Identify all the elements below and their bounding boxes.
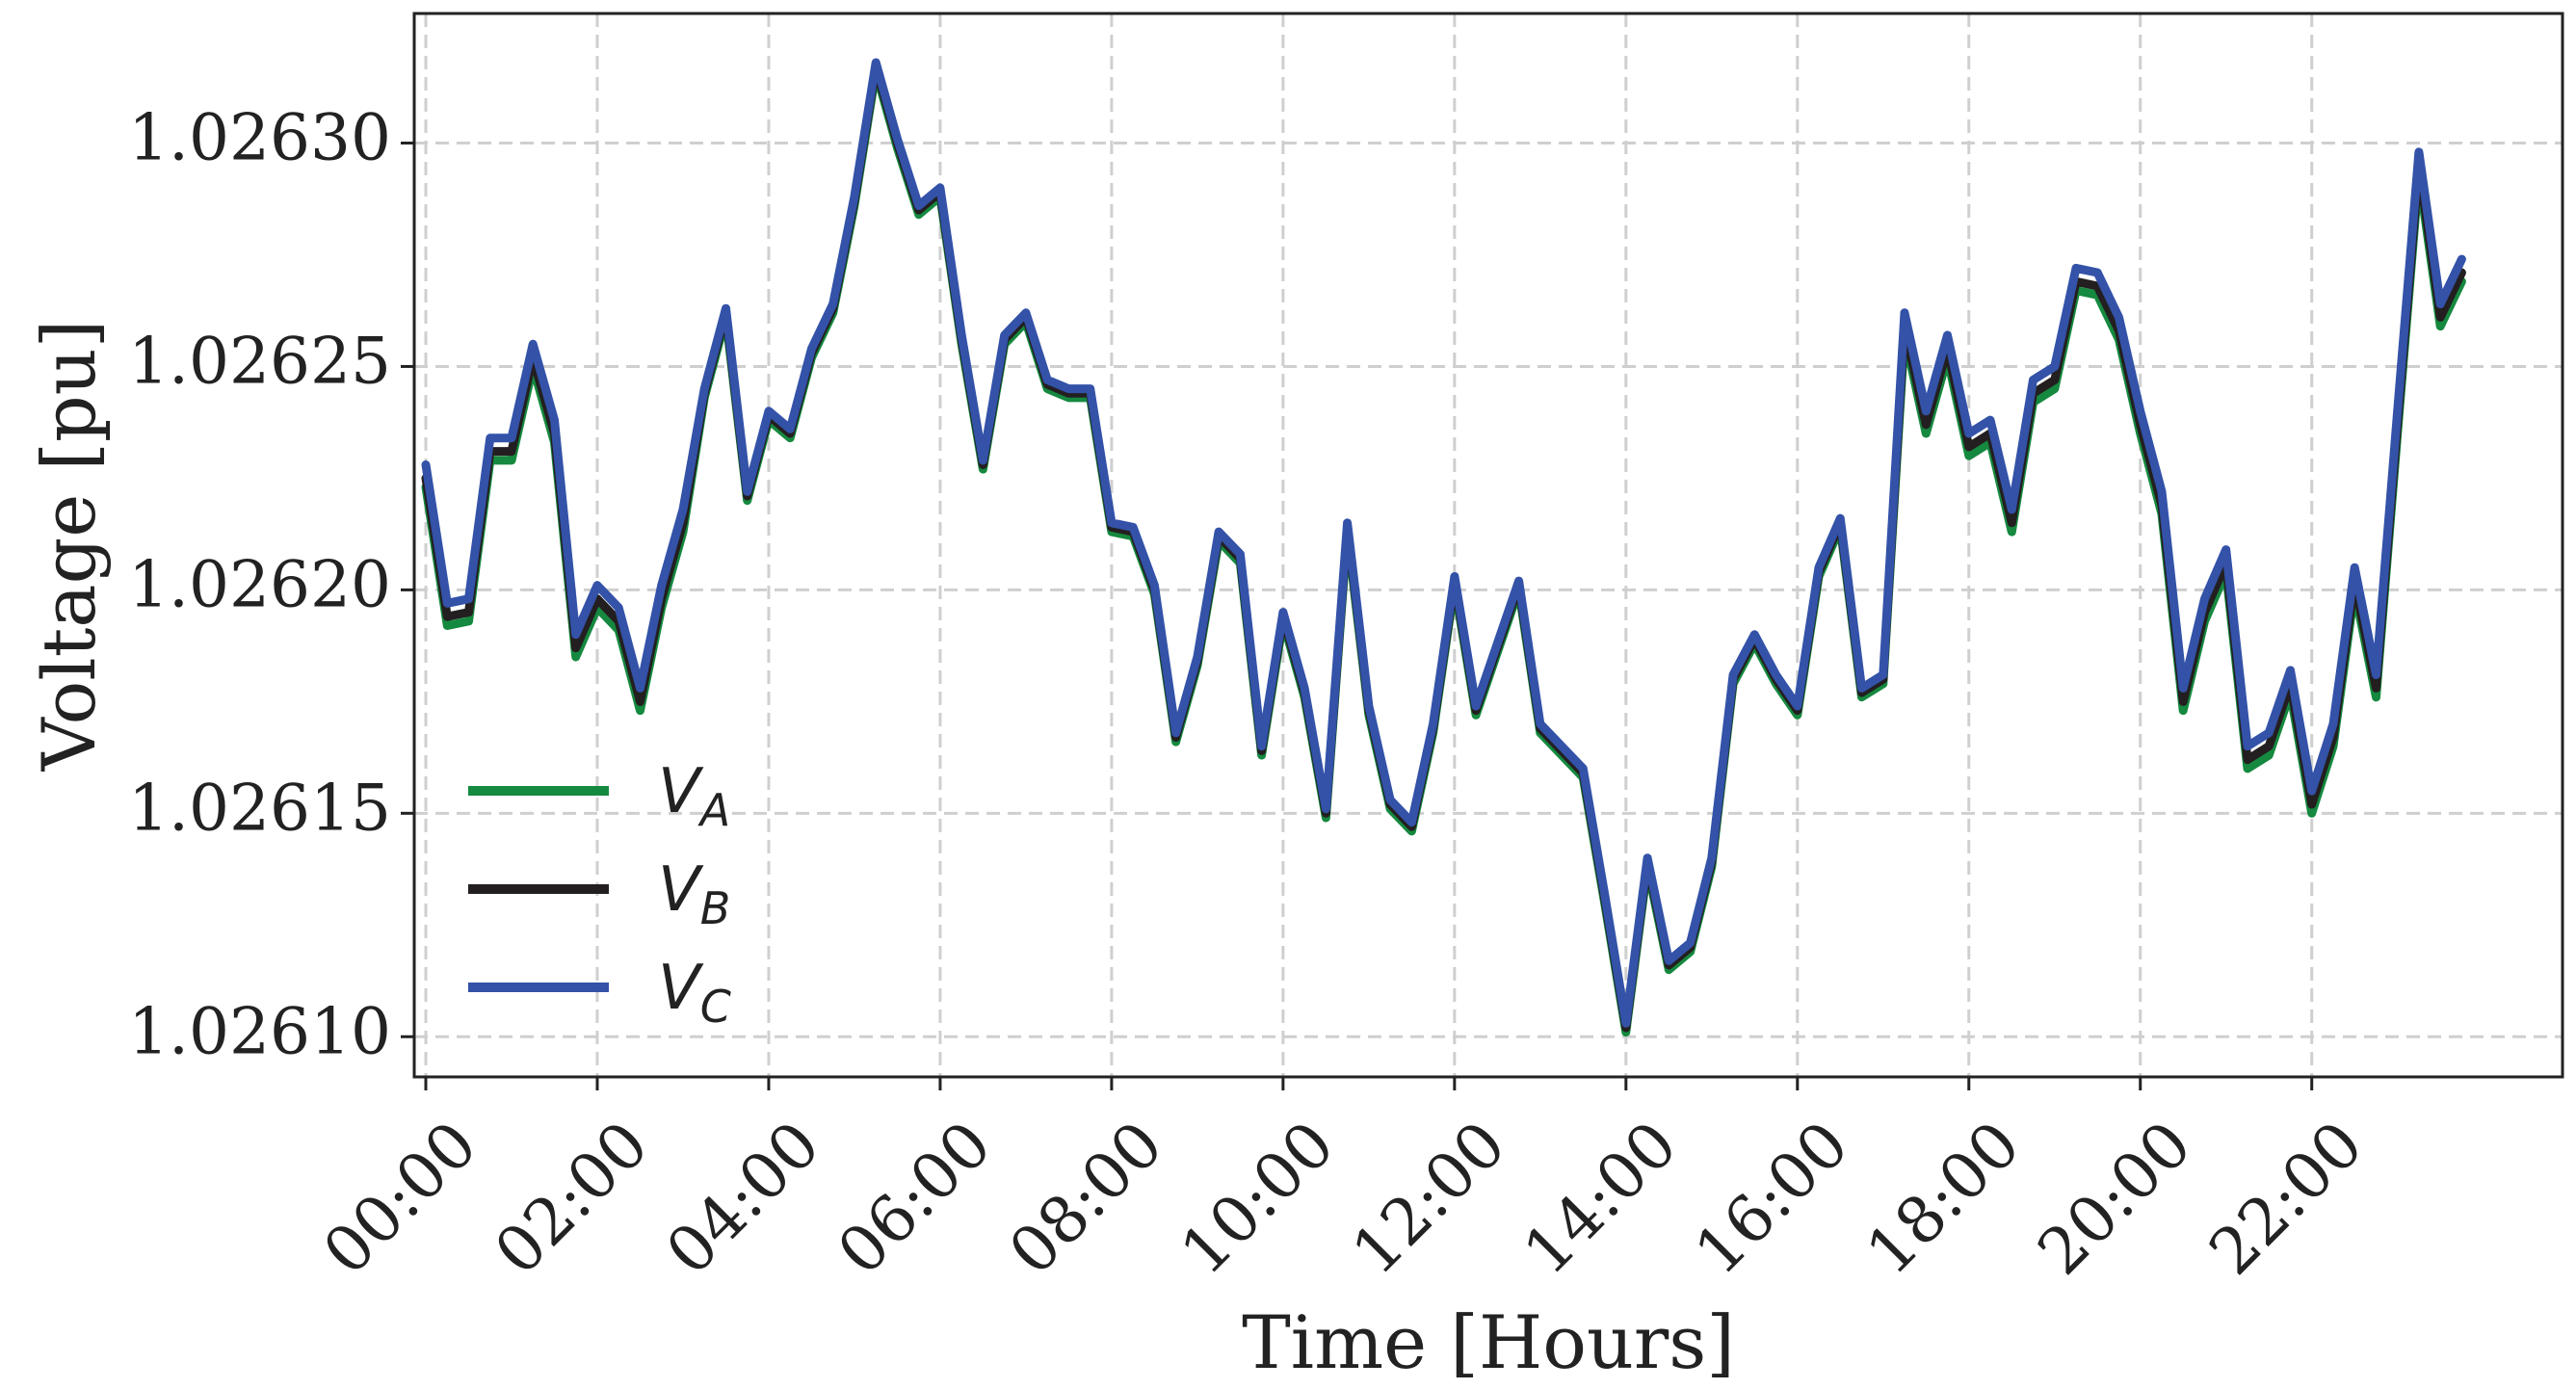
x-tick-label: 16:00: [1681, 1107, 1863, 1289]
y-axis-label: Voltage [pu]: [26, 320, 112, 773]
plot-frame: [412, 12, 2564, 1079]
legend-label: VC: [658, 953, 731, 1033]
x-tick-label: 22:00: [2195, 1107, 2378, 1289]
x-tick-label: 10:00: [1167, 1107, 1349, 1289]
series-line: [421, 66, 2466, 1037]
x-tick-label: 18:00: [1853, 1107, 2035, 1289]
y-tick-label: 1.02610: [128, 994, 391, 1068]
x-tick-label: 04:00: [652, 1107, 834, 1289]
x-axis-label: Time [Hours]: [1242, 1299, 1735, 1385]
x-tick-label: 12:00: [1338, 1107, 1520, 1289]
y-tick-label: 1.02615: [128, 771, 391, 845]
y-tick-label: 1.02630: [128, 101, 391, 175]
x-tick-label: 02:00: [481, 1107, 663, 1289]
series-line: [421, 63, 2466, 1033]
x-tick-label: 08:00: [995, 1107, 1177, 1289]
legend-label: VA: [658, 756, 730, 836]
x-tick-label: 20:00: [2024, 1107, 2206, 1289]
y-tick-label: 1.02625: [128, 324, 391, 398]
x-tick-label: 06:00: [824, 1107, 1006, 1289]
x-tick-label: 00:00: [309, 1107, 491, 1289]
grid: [414, 13, 2563, 1077]
series-line: [421, 58, 2466, 1028]
x-tick-label: 14:00: [1510, 1107, 1692, 1289]
y-tick-label: 1.02620: [128, 547, 391, 621]
legend-label: VB: [658, 854, 730, 934]
